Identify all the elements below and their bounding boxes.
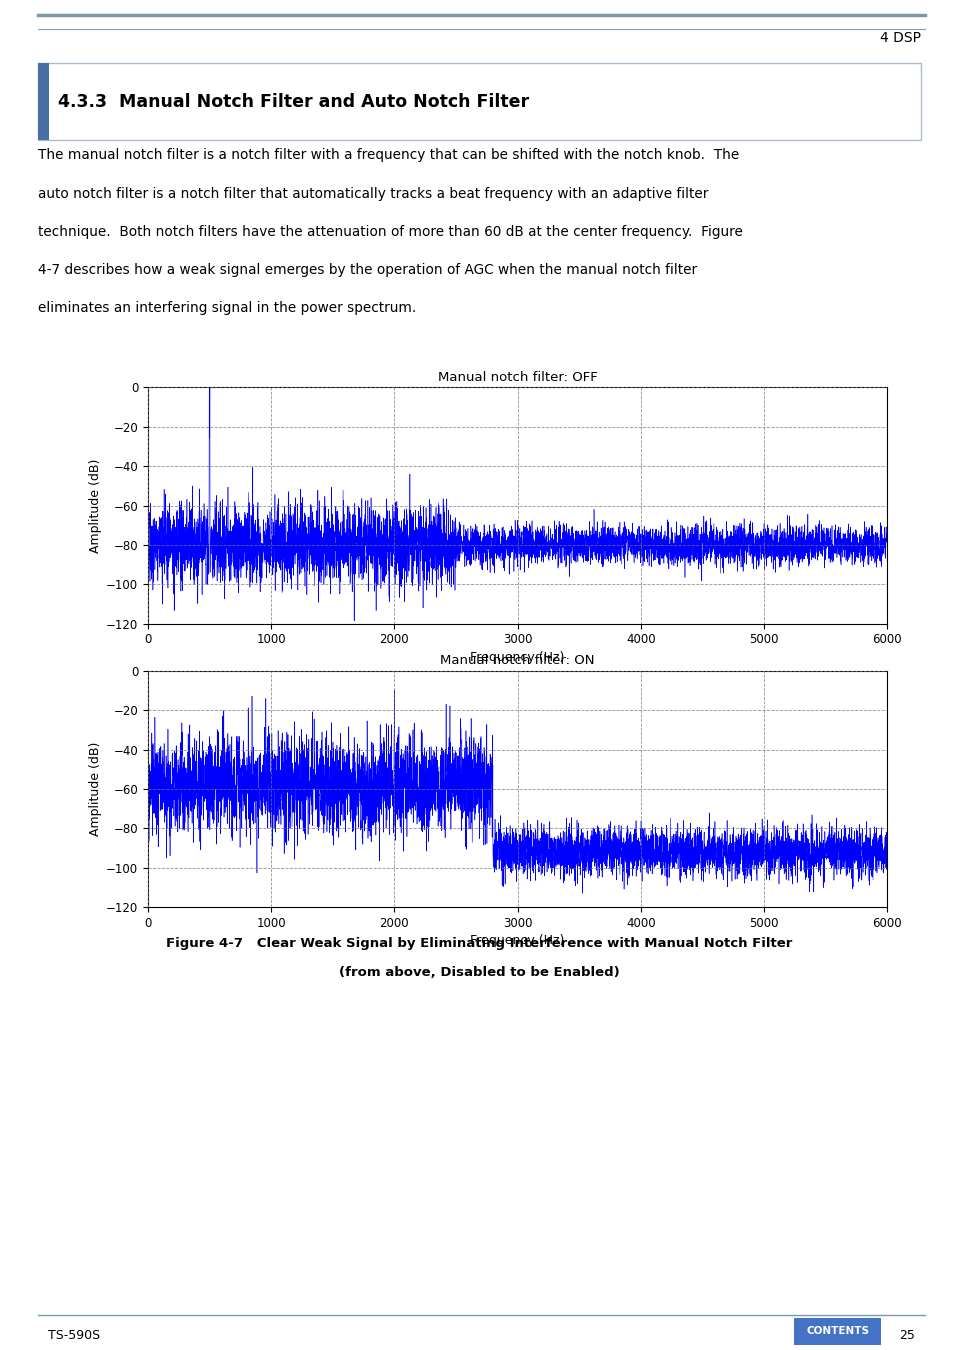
Text: eliminates an interfering signal in the power spectrum.: eliminates an interfering signal in the … <box>38 301 416 315</box>
Title: Manual notch filter: ON: Manual notch filter: ON <box>440 653 594 667</box>
Text: CONTENTS: CONTENTS <box>805 1326 868 1336</box>
Text: (from above, Disabled to be Enabled): (from above, Disabled to be Enabled) <box>338 967 619 979</box>
FancyBboxPatch shape <box>793 1318 881 1346</box>
X-axis label: Frequency (Hz): Frequency (Hz) <box>470 934 564 948</box>
Text: The manual notch filter is a notch filter with a frequency that can be shifted w: The manual notch filter is a notch filte… <box>38 148 739 162</box>
Title: Manual notch filter: OFF: Manual notch filter: OFF <box>437 370 597 383</box>
Text: 4-7 describes how a weak signal emerges by the operation of AGC when the manual : 4-7 describes how a weak signal emerges … <box>38 263 697 277</box>
Text: 4.3.3  Manual Notch Filter and Auto Notch Filter: 4.3.3 Manual Notch Filter and Auto Notch… <box>57 93 528 111</box>
Y-axis label: Amplitude (dB): Amplitude (dB) <box>89 743 102 836</box>
Text: 25: 25 <box>898 1330 914 1342</box>
Text: Figure 4-7   Clear Weak Signal by Eliminating Interference with Manual Notch Fil: Figure 4-7 Clear Weak Signal by Eliminat… <box>166 937 792 949</box>
Text: technique.  Both notch filters have the attenuation of more than 60 dB at the ce: technique. Both notch filters have the a… <box>38 224 742 239</box>
Bar <box>38 63 49 140</box>
Text: 4 DSP: 4 DSP <box>879 31 920 45</box>
Text: auto notch filter is a notch filter that automatically tracks a beat frequency w: auto notch filter is a notch filter that… <box>38 186 708 201</box>
Text: TS-590S: TS-590S <box>48 1330 100 1342</box>
Y-axis label: Amplitude (dB): Amplitude (dB) <box>89 459 102 552</box>
X-axis label: Frequency (Hz): Frequency (Hz) <box>470 651 564 664</box>
